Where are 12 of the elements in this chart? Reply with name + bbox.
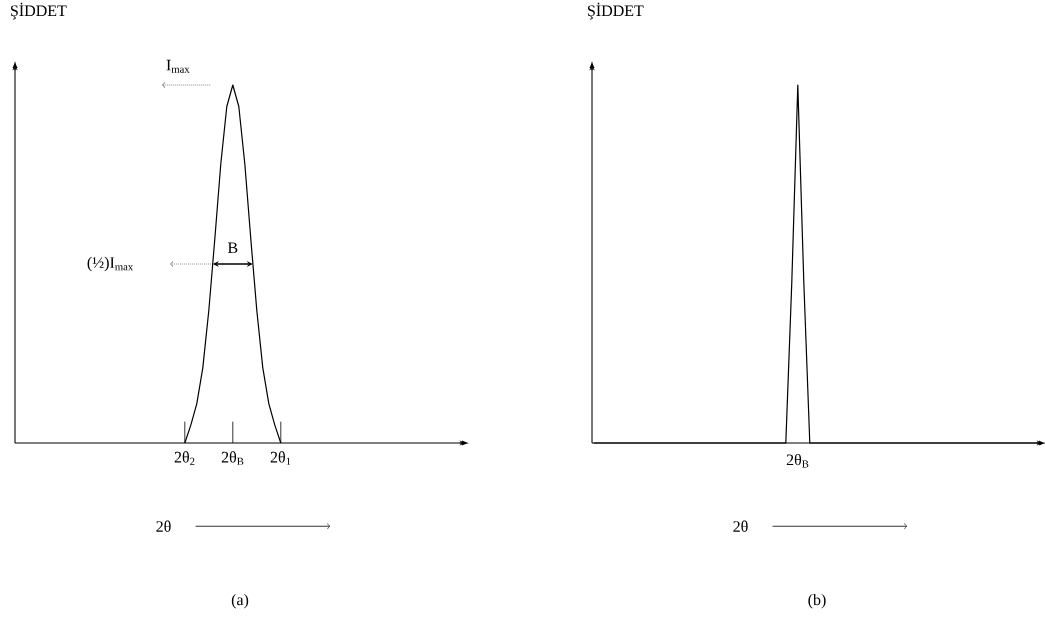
x-tick-label: 2θ$_{B}$ xyxy=(221,451,244,465)
text: I$_{max}$ xyxy=(166,59,190,73)
x-axis-title: 2θ xyxy=(733,520,748,532)
y-axis-title: ŞİDDET xyxy=(11,2,67,20)
y-axis-title: ŞİDDET xyxy=(588,2,644,20)
text: (a) xyxy=(231,593,249,609)
x-tick-label: 2θ$_{2}$ xyxy=(174,451,195,465)
x-axis-title: 2θ xyxy=(156,520,171,532)
annotation: B xyxy=(227,242,238,254)
text: (b) xyxy=(808,593,826,609)
annotation: (½)I$_{max}$ xyxy=(87,256,134,272)
x-tick-label: 2θ$_{1}$ xyxy=(270,451,291,465)
